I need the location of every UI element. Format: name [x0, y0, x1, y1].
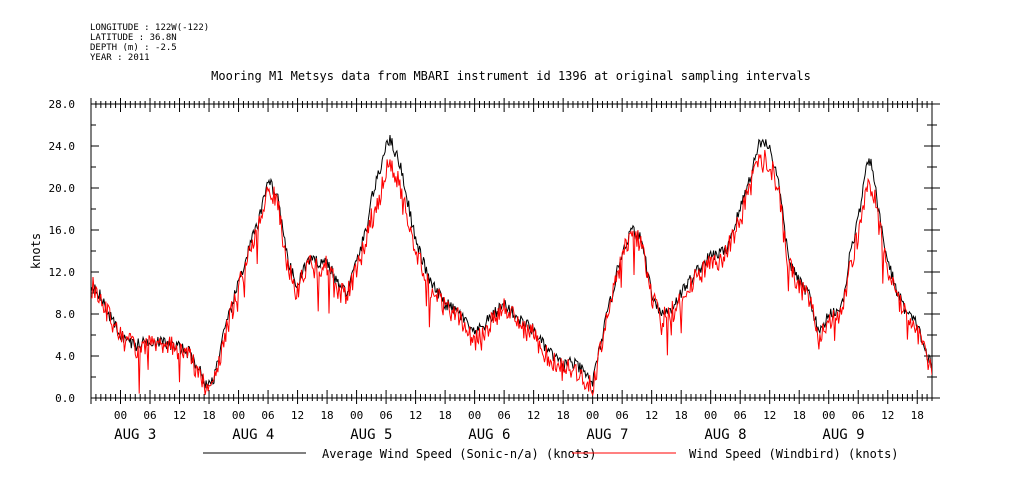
legend-label-windbird: Wind Speed (Windbird) (knots): [689, 447, 899, 461]
x-tick-label: 06: [261, 409, 274, 422]
series-average-wind-speed-line: [91, 135, 932, 389]
year-label: YEAR : 2011: [90, 53, 150, 63]
day-label: AUG 8: [704, 427, 746, 443]
x-tick-label: 00: [350, 409, 363, 422]
x-tick-label: 18: [320, 409, 333, 422]
x-tick-label: 00: [468, 409, 481, 422]
x-tick-label: 00: [114, 409, 127, 422]
legend-label-average: Average Wind Speed (Sonic-n/a) (knots): [322, 447, 597, 461]
x-tick-label: 12: [527, 409, 540, 422]
day-label: AUG 7: [586, 427, 628, 443]
x-tick-label: 00: [586, 409, 599, 422]
x-tick-label: 12: [173, 409, 186, 422]
day-label: AUG 9: [822, 427, 864, 443]
x-tick-label: 12: [645, 409, 658, 422]
x-tick-label: 00: [232, 409, 245, 422]
y-tick-label: 4.0: [55, 350, 75, 363]
legend: Average Wind Speed (Sonic-n/a) (knots) W…: [203, 447, 899, 461]
x-tick-label: 18: [911, 409, 924, 422]
depth-label: DEPTH (m) : -2.5: [90, 43, 177, 53]
x-tick-label: 06: [616, 409, 629, 422]
y-tick-label: 20.0: [49, 182, 76, 195]
series-windbird-wind-speed-line: [91, 149, 932, 397]
chart-title: Mooring M1 Metsys data from MBARI instru…: [211, 69, 811, 83]
x-tick-label: 12: [409, 409, 422, 422]
y-tick-label: 8.0: [55, 308, 75, 321]
y-axis-label: knots: [29, 233, 43, 269]
plot-frame: [90, 103, 933, 399]
y-axis-ticks: 0.0 4.0 8.0 12.0 16.0 20.0 24.0 28.0: [49, 98, 940, 405]
x-tick-label: 06: [497, 409, 510, 422]
x-tick-label: 18: [202, 409, 215, 422]
x-tick-label: 18: [675, 409, 688, 422]
day-label: AUG 5: [350, 427, 392, 443]
x-tick-label: 18: [438, 409, 451, 422]
x-tick-label: 06: [852, 409, 865, 422]
x-tick-label: 06: [143, 409, 156, 422]
longitude-label: LONGITUDE : 122W(-122): [90, 23, 209, 33]
y-tick-label: 0.0: [55, 392, 75, 405]
day-label: AUG 4: [232, 427, 274, 443]
latitude-label: LATITUDE : 36.8N: [90, 33, 177, 43]
x-tick-label: 12: [763, 409, 776, 422]
x-tick-label: 12: [881, 409, 894, 422]
y-tick-label: 28.0: [49, 98, 76, 111]
x-tick-label: 12: [291, 409, 304, 422]
x-tick-label: 06: [734, 409, 747, 422]
x-axis-ticks: 00 06 12 18 00 06 12 18 00 06 12 18 00 06 12 18 00 06 12 18…: [90, 98, 933, 443]
y-tick-label: 16.0: [49, 224, 76, 237]
day-label: AUG 3: [114, 427, 156, 443]
y-tick-label: 24.0: [49, 140, 76, 153]
x-tick-label: 18: [793, 409, 806, 422]
day-label: AUG 6: [468, 427, 510, 443]
x-tick-label: 18: [557, 409, 570, 422]
x-tick-label: 06: [379, 409, 392, 422]
x-tick-label: 00: [822, 409, 835, 422]
y-tick-label: 12.0: [49, 266, 76, 279]
x-tick-label: 00: [704, 409, 717, 422]
